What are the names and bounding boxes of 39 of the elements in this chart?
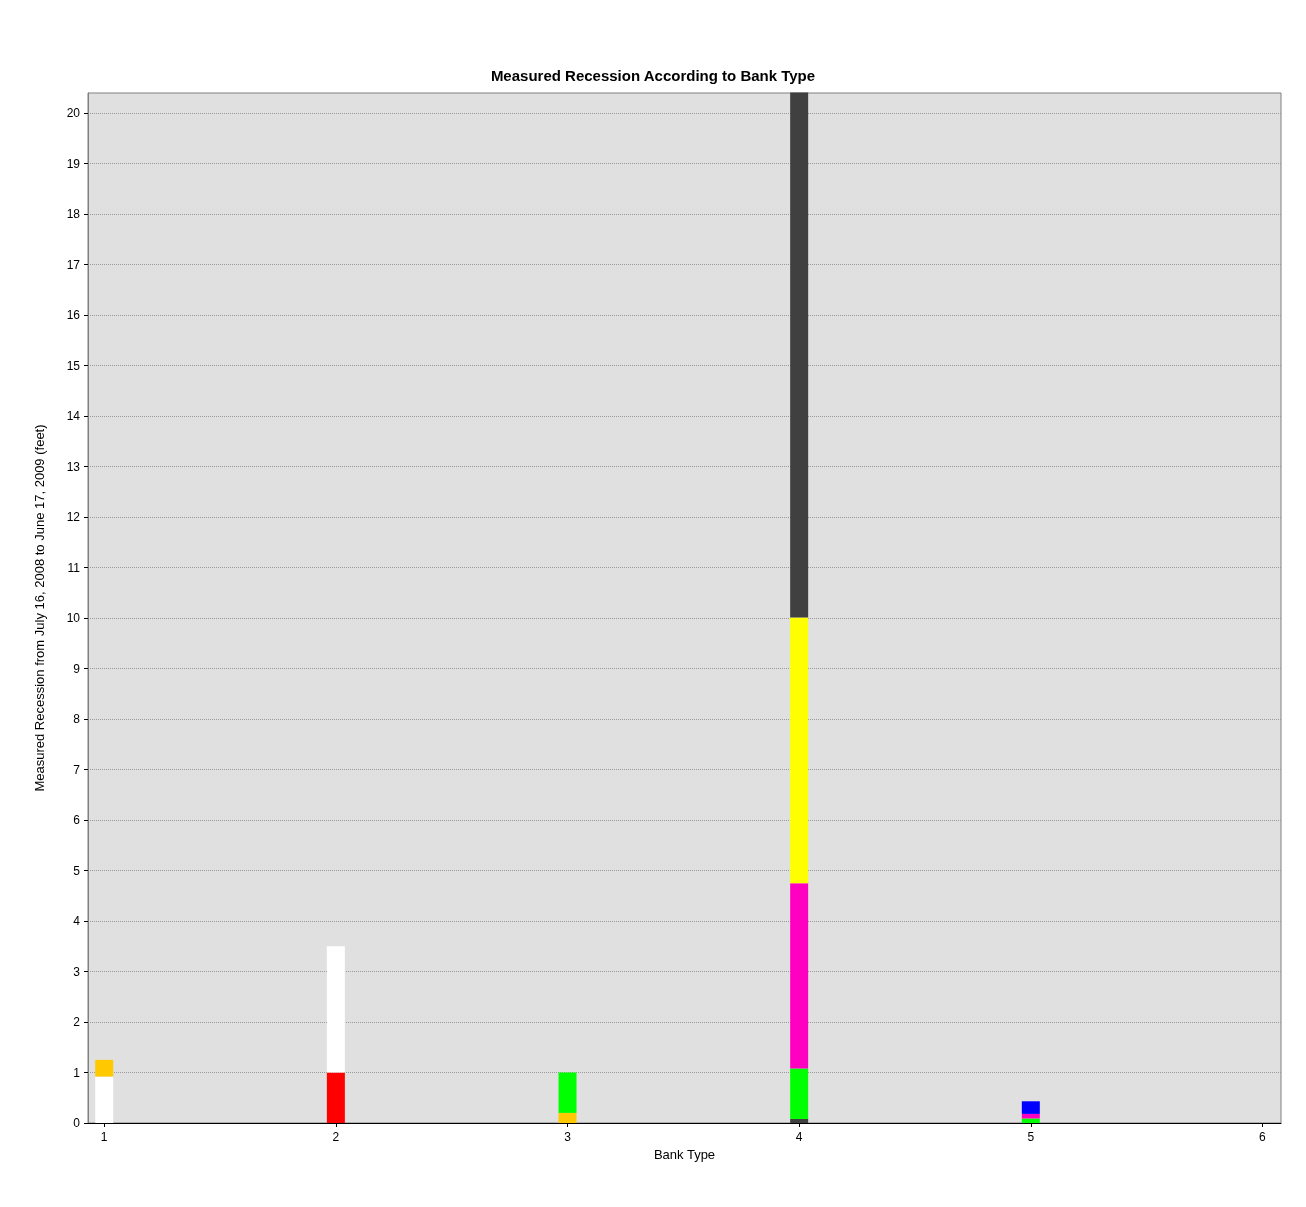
y-tick-label: 18	[66, 207, 81, 222]
x-tick-label: 2	[332, 1130, 340, 1144]
bar	[790, 883, 809, 1069]
y-tick-label: 14	[66, 409, 81, 424]
y-tick-label: 10	[66, 611, 81, 626]
y-tick-label: 6	[73, 813, 81, 828]
x-tick-label: 4	[795, 1130, 803, 1144]
bar	[790, 92, 809, 618]
y-tick-label: 1	[73, 1065, 81, 1080]
y-tick-label: 13	[66, 459, 81, 474]
bar	[326, 1072, 345, 1123]
y-tick-label: 4	[73, 914, 81, 929]
chart-title: Measured Recession According to Bank Type	[490, 67, 816, 84]
bar	[790, 617, 809, 884]
bar	[95, 1076, 114, 1123]
y-tick-label: 19	[66, 156, 81, 171]
x-tick-label: 5	[1027, 1130, 1035, 1144]
y-axis-title: Measured Recession from July 16, 2008 to June 17, 2009 (feet)	[32, 424, 47, 792]
y-tick-label: 15	[66, 358, 81, 373]
bar	[558, 1072, 577, 1113]
y-tick-label: 7	[73, 762, 81, 777]
y-tick-label: 11	[67, 560, 81, 575]
x-tick-label: 3	[564, 1130, 572, 1144]
y-tick-label: 12	[66, 510, 81, 525]
y-tick-label: 17	[66, 257, 81, 272]
bar	[790, 1068, 809, 1119]
y-tick-label: 5	[73, 863, 81, 878]
y-tick-label: 3	[73, 964, 81, 979]
bar	[558, 1112, 577, 1123]
y-tick-label: 20	[66, 106, 81, 121]
y-tick-label: 16	[66, 308, 81, 323]
y-tick-label: 8	[73, 712, 81, 727]
bar	[1021, 1101, 1040, 1114]
x-axis-title: Bank Type	[653, 1146, 716, 1162]
y-tick-label: 2	[73, 1015, 81, 1030]
x-tick-label: 6	[1259, 1130, 1267, 1144]
y-tick-label: 9	[73, 661, 81, 676]
y-tick-label: 0	[73, 1116, 81, 1130]
x-tick-label: 1	[100, 1130, 108, 1144]
